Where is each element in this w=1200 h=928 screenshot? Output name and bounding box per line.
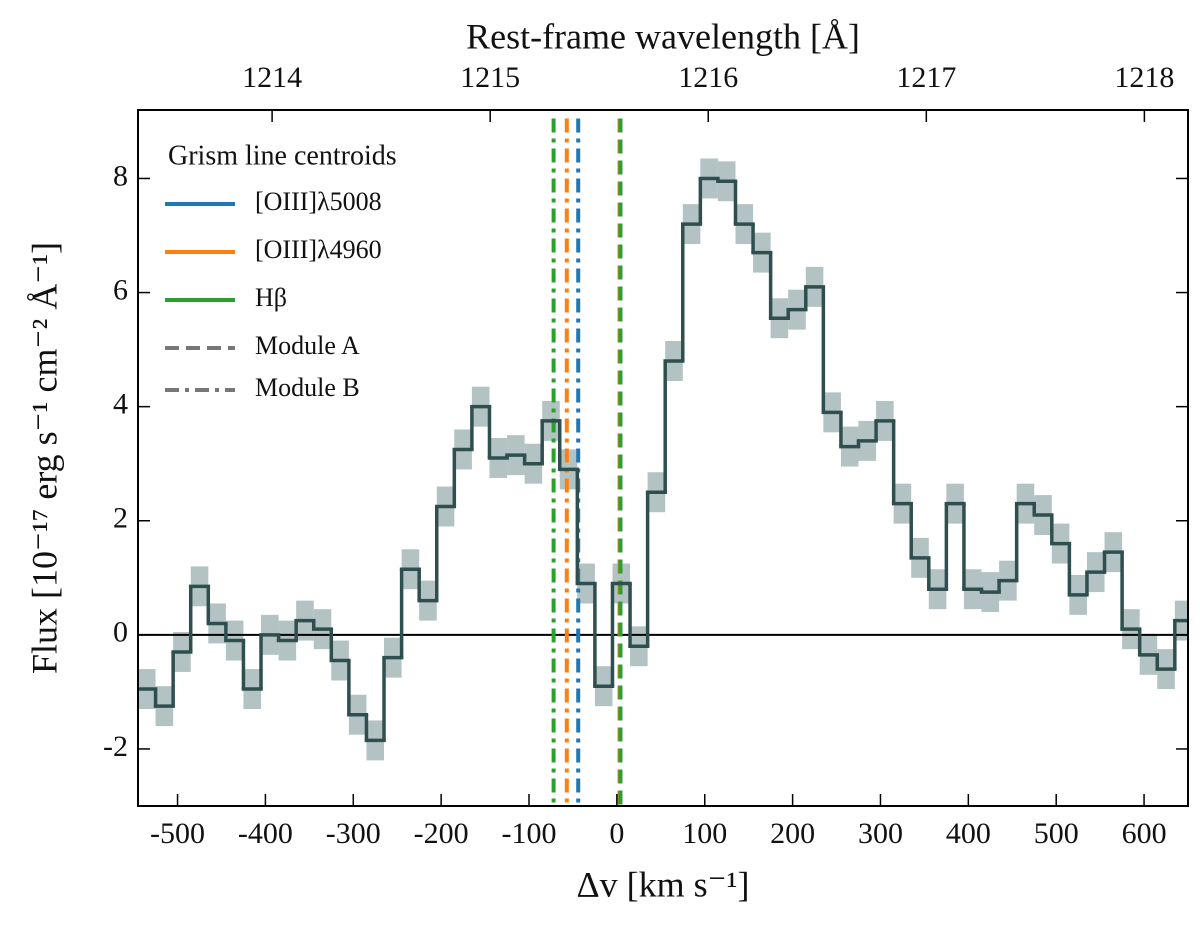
top-tick-label: 1216 — [678, 61, 738, 94]
top-tick-label: 1218 — [1114, 61, 1174, 94]
x-tick-label: 200 — [770, 817, 815, 850]
y-tick-label: 8 — [113, 159, 128, 192]
x-axis-label: Δv [km s⁻¹] — [577, 864, 750, 904]
x-tick-label: 500 — [1034, 817, 1079, 850]
error-band — [1192, 595, 1200, 635]
x-tick-label: 600 — [1122, 817, 1167, 850]
top-axis-label: Rest-frame wavelength [Å] — [466, 16, 860, 56]
x-tick-label: -100 — [502, 817, 557, 850]
legend-label: Module B — [255, 373, 360, 402]
plot-frame — [137, 109, 1189, 807]
top-tick-label: 1215 — [460, 61, 520, 94]
x-tick-label: 400 — [946, 817, 991, 850]
legend-title: Grism line centroids — [168, 140, 397, 171]
x-tick-label: -200 — [414, 817, 469, 850]
x-tick-label: 300 — [858, 817, 903, 850]
top-tick-label: 1217 — [896, 61, 956, 94]
x-tick-label: 100 — [682, 817, 727, 850]
legend-label: [OIII]λ5008 — [255, 187, 382, 216]
overlay: -500 -400 -300 -200 -100 0 100 200 300 400 500 600 1… — [103, 61, 1189, 850]
y-tick-label: 0 — [113, 616, 128, 649]
y-tick-label: -2 — [103, 730, 128, 763]
y-tick-label: 2 — [113, 502, 128, 535]
plot-area — [138, 118, 1200, 806]
top-tick-label: 1214 — [242, 61, 302, 94]
x-tick-label: -500 — [150, 817, 205, 850]
legend-label: Module A — [255, 331, 360, 360]
x-tick-label: -400 — [238, 817, 293, 850]
y-tick-label: 6 — [113, 273, 128, 306]
y-tick-label: 4 — [113, 388, 128, 421]
y-axis-label: Flux [10⁻¹⁷ erg s⁻¹ cm⁻² Å⁻¹] — [24, 242, 64, 674]
legend-label: [OIII]λ4960 — [255, 235, 382, 264]
legend-label: Hβ — [255, 283, 287, 312]
x-tick-label: 0 — [609, 817, 624, 850]
x-tick-label: -300 — [326, 817, 381, 850]
